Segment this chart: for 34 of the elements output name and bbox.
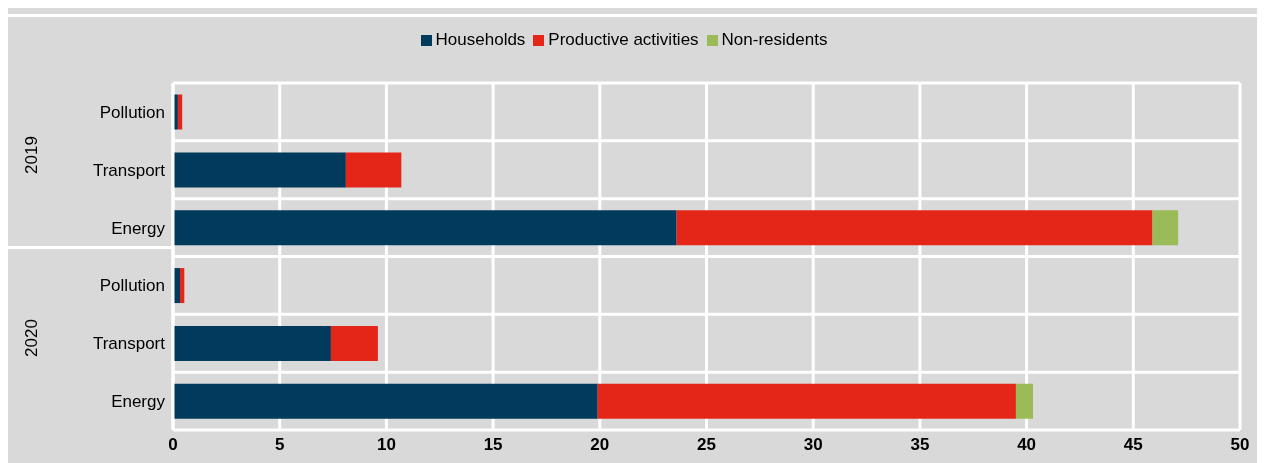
x-tick-label: 20 xyxy=(590,435,610,455)
legend-label: Non-residents xyxy=(720,30,828,50)
bar xyxy=(180,268,185,304)
bar xyxy=(173,383,598,419)
y-tick-label: Pollution xyxy=(99,276,165,296)
bar xyxy=(1015,383,1033,419)
bar xyxy=(173,325,331,361)
x-tick-label: 35 xyxy=(910,435,930,455)
x-tick-label: 5 xyxy=(274,435,285,455)
y-tick-label: Pollution xyxy=(99,102,165,122)
bar xyxy=(676,210,1153,246)
legend-label: Productive activities xyxy=(547,30,699,50)
bar xyxy=(173,210,677,246)
y-tick-label: Transport xyxy=(92,160,166,180)
x-tick-label: 40 xyxy=(1017,435,1037,455)
text: 2019 xyxy=(22,134,42,175)
bar xyxy=(173,152,346,188)
x-tick-label: 25 xyxy=(697,435,716,455)
x-tick-label: 15 xyxy=(483,435,503,455)
y-tick-label: Energy xyxy=(111,218,166,238)
bar xyxy=(1152,210,1179,246)
x-tick-label: 45 xyxy=(1123,435,1143,455)
legend-label: Households xyxy=(434,30,526,50)
bar xyxy=(330,325,378,361)
bar xyxy=(345,152,402,188)
x-tick-label: 50 xyxy=(1230,435,1250,455)
bar xyxy=(177,94,183,130)
x-tick-label: 30 xyxy=(803,435,823,455)
x-tick-label: 0 xyxy=(168,435,178,455)
y-tick-label: Energy xyxy=(111,392,166,412)
text: 2020 xyxy=(22,318,42,359)
bar xyxy=(597,383,1016,419)
x-tick-label: 10 xyxy=(376,435,396,455)
y-tick-label: Transport xyxy=(92,334,166,354)
